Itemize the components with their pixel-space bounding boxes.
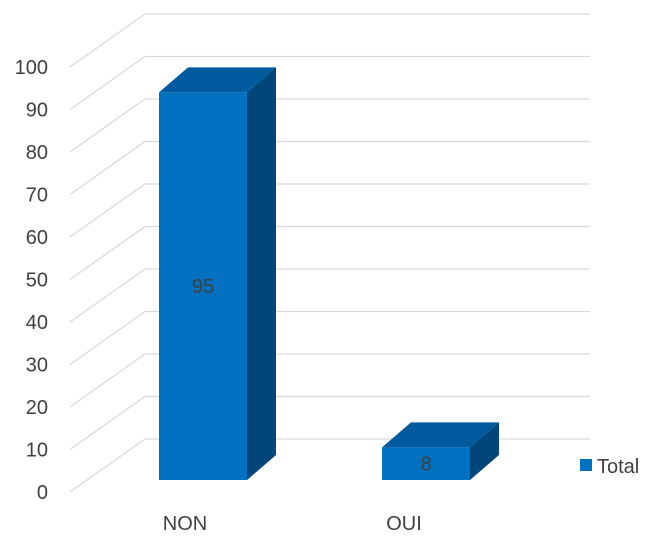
y-tick-label: 0 xyxy=(37,482,48,504)
gridline xyxy=(69,98,590,153)
bar-non: 95 xyxy=(159,67,276,481)
y-tick-label: 20 xyxy=(26,397,48,419)
y-axis-ticks: 0 10 20 30 40 50 60 70 80 90 100 xyxy=(15,57,48,504)
y-tick-label: 90 xyxy=(26,100,48,122)
x-axis-categories: NON OUI xyxy=(163,513,422,535)
gridline xyxy=(69,140,590,196)
bar-top xyxy=(159,67,276,93)
bar-side xyxy=(247,67,276,481)
bar-oui: 8 xyxy=(382,422,499,480)
gridline xyxy=(69,268,590,323)
gridline xyxy=(69,55,590,111)
x-category-label: OUI xyxy=(386,513,422,535)
y-tick-label: 70 xyxy=(26,185,48,207)
legend: Total xyxy=(580,456,639,478)
gridlines xyxy=(69,13,590,493)
gridline xyxy=(69,438,590,493)
y-tick-label: 100 xyxy=(15,57,48,79)
y-tick-label: 60 xyxy=(26,227,48,249)
gridline xyxy=(69,225,590,281)
data-label: 95 xyxy=(192,276,214,298)
y-tick-label: 30 xyxy=(26,355,48,377)
gridline xyxy=(69,13,590,68)
y-tick-label: 10 xyxy=(26,440,48,462)
gridline xyxy=(69,353,590,408)
gridline xyxy=(69,183,590,238)
gridline xyxy=(69,395,590,451)
bar-front xyxy=(159,92,247,481)
y-tick-label: 40 xyxy=(26,312,48,334)
bar-top xyxy=(382,422,499,448)
y-tick-label: 50 xyxy=(26,270,48,292)
bars: 95 8 xyxy=(159,67,499,481)
y-tick-label: 80 xyxy=(26,142,48,164)
bar-side xyxy=(470,422,499,480)
x-category-label: NON xyxy=(163,513,207,535)
data-label: 8 xyxy=(420,454,431,476)
legend-swatch xyxy=(580,459,592,471)
legend-label: Total xyxy=(597,456,639,478)
bar-front xyxy=(382,447,470,480)
gridline xyxy=(69,310,590,366)
